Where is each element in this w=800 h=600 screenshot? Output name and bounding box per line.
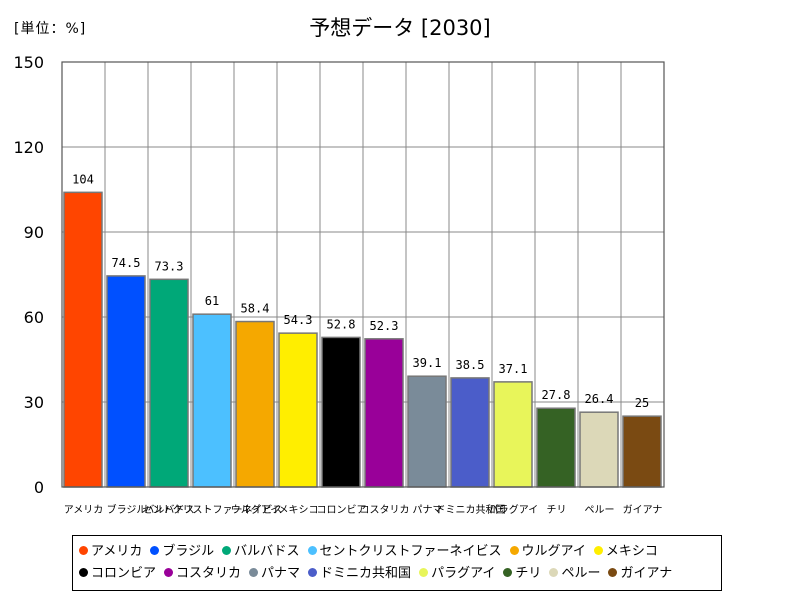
legend-marker-icon (308, 568, 318, 577)
bar-5 (235, 320, 275, 488)
bar-13 (579, 411, 619, 488)
data-label: 25 (635, 396, 649, 410)
legend-marker-icon (222, 546, 232, 555)
legend-marker-icon (249, 568, 259, 577)
y-tick-label: 30 (24, 393, 44, 412)
y-tick-label: 150 (13, 53, 44, 72)
legend-marker-icon (608, 568, 618, 577)
bar-6 (278, 332, 318, 488)
data-label: 61 (205, 294, 219, 308)
bar-11 (493, 381, 533, 488)
legend-item: ドミニカ共和国 (308, 563, 411, 585)
y-tick-label: 90 (24, 223, 44, 242)
x-tick-label: パラグアイ (489, 503, 539, 516)
x-tick-label: コロンビア (317, 504, 367, 516)
legend-label: パナマ (261, 566, 301, 581)
legend-label: セントクリストファーネイビス (319, 544, 502, 559)
bar-10 (450, 377, 490, 488)
legend-marker-icon (307, 546, 317, 555)
legend-marker-icon (419, 568, 429, 577)
legend-label: ウルグアイ (521, 544, 586, 559)
legend-label: バルバドス (234, 544, 300, 559)
x-tick-label: ドミニカ共和国 (436, 504, 506, 516)
legend-item: コスタリカ (164, 563, 241, 585)
x-tick-label: ブラジル (107, 503, 147, 516)
bar-3 (149, 278, 189, 488)
bar-14 (622, 415, 662, 488)
legend-item: メキシコ (593, 541, 658, 563)
legend: アメリカ ブラジル バルバドス セントクリストファーネイビス ウルグアイ メキシココロンビ… (72, 535, 722, 591)
x-axis: アメリカ ブラジルバルバドスセントクリストファーネイビスウルグアイメキシココロンビ… (64, 503, 663, 516)
plot-frame (61, 61, 665, 488)
x-tick-label: セントクリストファーネイビス (143, 504, 283, 516)
data-label: 52.3 (370, 319, 399, 333)
legend-marker-icon (164, 568, 174, 577)
data-labels: 104 74.5 73.3 61 58.4 54.3 52.8 52.3 39.1 38.5 37.… (72, 172, 649, 410)
data-label: 27.8 (542, 388, 571, 402)
legend-marker-icon (150, 546, 160, 555)
bar-chart: 0 30 60 90 120 150 104 74.5 73.3 61 58.4 54.3 52.8 5… (13, 53, 665, 516)
data-label: 38.5 (456, 358, 485, 372)
data-label: 54.3 (284, 313, 313, 327)
legend-marker-icon (79, 568, 88, 577)
legend-label: ブラジル (162, 544, 215, 559)
legend-label: ドミニカ共和国 (320, 566, 412, 581)
legend-item: コロンビア (79, 563, 156, 585)
legend-marker-icon (503, 568, 513, 577)
legend-label: パラグアイ (431, 566, 496, 581)
legend-marker-icon (549, 568, 559, 577)
legend-item: ガイアナ (608, 563, 672, 585)
y-tick-label: 120 (13, 138, 44, 157)
legend-item: ブラジル (150, 541, 214, 563)
x-tick-label: ガイアナ (623, 504, 663, 516)
bars (63, 191, 662, 488)
legend-item: ウルグアイ (509, 541, 586, 563)
x-tick-label: バルバドス (144, 504, 194, 516)
bar-12 (536, 407, 576, 488)
legend-item: バルバドス (222, 541, 300, 563)
legend-item: パナマ (249, 563, 300, 585)
bar-8 (364, 338, 404, 488)
x-tick-label: ペルー (585, 505, 615, 516)
data-label: 58.4 (241, 302, 270, 316)
legend-item: チリ (503, 563, 541, 585)
legend-label: ガイアナ (620, 566, 673, 581)
legend-label: ペルー (561, 566, 601, 581)
bar-1 (63, 191, 103, 488)
x-tick-label: チリ (547, 504, 567, 516)
data-label: 104 (72, 172, 94, 186)
legend-item: アメリカ (79, 541, 142, 563)
data-label: 73.3 (155, 259, 184, 273)
legend-item: パラグアイ (419, 563, 495, 585)
bar-9 (407, 375, 447, 488)
legend-item: ペルー (549, 563, 600, 585)
chart-title: 予想データ [2030] (309, 16, 491, 40)
x-tick-label: パナマ (413, 504, 443, 516)
data-label: 74.5 (112, 256, 141, 270)
legend-label: チリ (515, 566, 542, 581)
legend-item: セントクリストファーネイビス (307, 541, 502, 563)
data-label: 26.4 (585, 392, 614, 406)
legend-label: アメリカ (91, 544, 143, 559)
legend-marker-icon (79, 546, 88, 555)
y-axis: 0 30 60 90 120 150 (13, 53, 44, 497)
x-tick-label: アメリカ (64, 504, 104, 516)
bar-7 (321, 336, 361, 488)
unit-label: [単位：%] (14, 21, 87, 37)
x-tick-label: メキシコ (279, 505, 319, 516)
x-tick-label: コスタリカ (360, 504, 410, 516)
bar-2 (106, 275, 146, 488)
legend-label: コロンビア (91, 566, 157, 581)
data-label: 39.1 (413, 356, 442, 370)
bar-4 (192, 313, 232, 488)
data-label: 52.8 (327, 317, 356, 331)
legend-marker-icon (593, 546, 603, 555)
y-tick-label: 60 (24, 308, 44, 327)
y-tick-label: 0 (34, 478, 44, 497)
data-label: 37.1 (499, 362, 528, 376)
x-tick-label: ウルグアイ (231, 503, 281, 516)
legend-label: メキシコ (605, 544, 658, 559)
legend-marker-icon (509, 546, 519, 555)
legend-label: コスタリカ (176, 566, 242, 581)
